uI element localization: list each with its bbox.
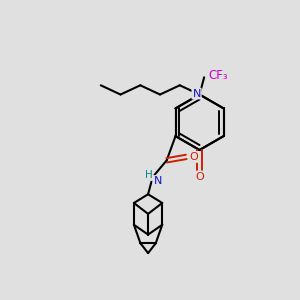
Text: H: H [145, 170, 153, 180]
Text: O: O [195, 172, 204, 182]
Text: N: N [154, 176, 162, 186]
Text: N: N [192, 88, 201, 98]
Text: O: O [190, 152, 199, 162]
Text: CF₃: CF₃ [208, 69, 228, 82]
